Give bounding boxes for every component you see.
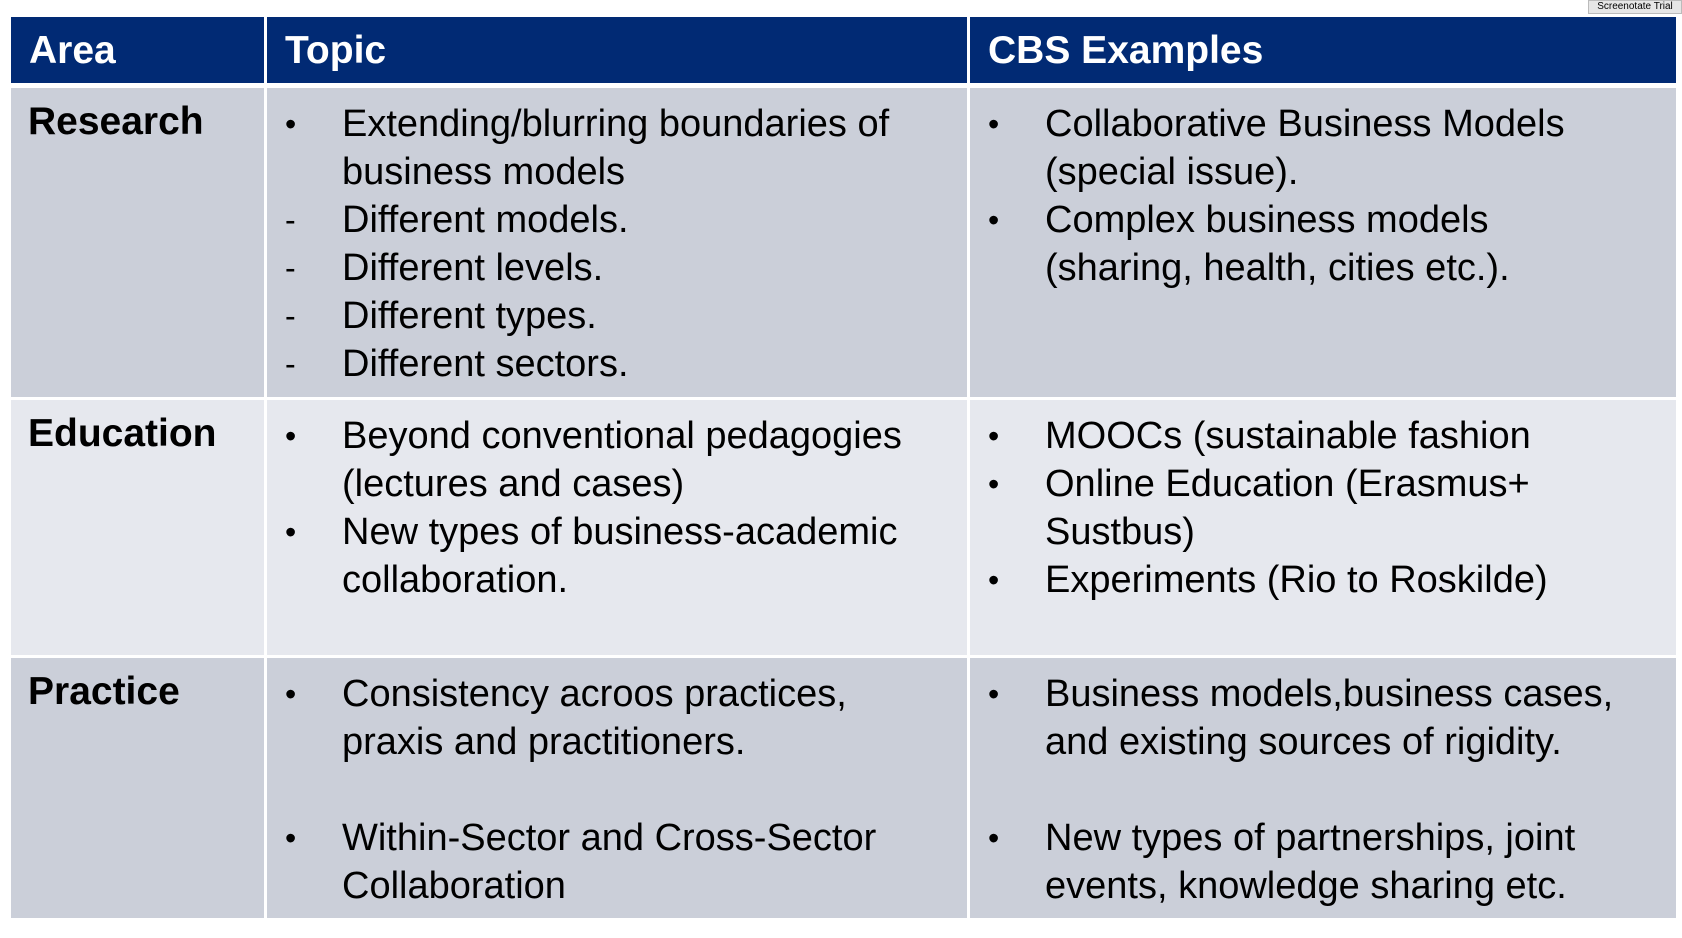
- bullet-marker: •: [285, 106, 297, 142]
- trial-watermark: Screenotate Trial: [1588, 0, 1682, 14]
- bullet-marker: •: [988, 106, 1000, 142]
- row-practice-area: Practice: [11, 655, 264, 918]
- list-item: • Consistency acroos practices, praxis an…: [267, 670, 967, 766]
- list-item: • Collaborative Business Models (special …: [970, 100, 1676, 196]
- examples-list: • MOOCs (sustainable fashion • Online Educ…: [970, 400, 1676, 604]
- row-education-examples: • MOOCs (sustainable fashion • Online Educ…: [970, 397, 1676, 655]
- topic-list: • Extending/blurring boundaries of busine…: [267, 88, 967, 388]
- row-practice-examples: • Business models,business cases, and exi…: [970, 655, 1676, 918]
- row-education-area: Education: [11, 397, 264, 655]
- list-item-text: Complex business models (sharing, health…: [1045, 199, 1510, 289]
- row-research-topic: • Extending/blurring boundaries of busine…: [267, 88, 967, 397]
- dash-marker: -: [285, 202, 296, 238]
- bullet-marker: •: [988, 202, 1000, 238]
- examples-list: • Collaborative Business Models (special …: [970, 88, 1676, 292]
- list-item-text: New types of business-academic collabora…: [342, 511, 898, 601]
- list-item: • Experiments (Rio to Roskilde): [970, 556, 1676, 604]
- row-practice-topic: • Consistency acroos practices, praxis an…: [267, 655, 967, 918]
- bullet-marker: •: [285, 676, 297, 712]
- list-item-text: Different models.: [342, 199, 629, 241]
- list-item-text: Extending/blurring boundaries of busines…: [342, 103, 890, 193]
- dash-marker: -: [285, 250, 296, 286]
- list-item: • Online Education (Erasmus+ Sustbus): [970, 460, 1676, 556]
- topic-list: • Consistency acroos practices, praxis an…: [267, 658, 967, 910]
- bullet-marker: •: [988, 676, 1000, 712]
- list-item-text: Consistency acroos practices, praxis and…: [342, 673, 847, 763]
- list-item: • Within-Sector and Cross-Sector Collabor…: [267, 814, 967, 910]
- list-item: - Different levels.: [267, 244, 967, 292]
- row-research-examples: • Collaborative Business Models (special …: [970, 88, 1676, 397]
- list-item-text: Within-Sector and Cross-Sector Collabora…: [342, 817, 877, 907]
- list-item: • New types of partnerships, joint events…: [970, 814, 1676, 910]
- bullet-marker: •: [988, 562, 1000, 598]
- bullet-marker: •: [988, 820, 1000, 856]
- area-label: Education: [28, 412, 217, 455]
- list-item-text: New types of partnerships, joint events,…: [1045, 817, 1576, 907]
- topic-list: • Beyond conventional pedagogies (lecture…: [267, 400, 967, 604]
- list-item-text: Online Education (Erasmus+ Sustbus): [1045, 463, 1530, 553]
- list-item: • New types of business-academic collabor…: [267, 508, 967, 604]
- cbs-table: Area Topic CBS Examples Research • Extend…: [11, 17, 1676, 918]
- area-label: Research: [28, 100, 204, 143]
- bullet-marker: •: [285, 418, 297, 454]
- examples-list: • Business models,business cases, and exi…: [970, 658, 1676, 910]
- list-item: • Beyond conventional pedagogies (lecture…: [267, 412, 967, 508]
- list-item-text: Different sectors.: [342, 343, 629, 385]
- list-item-text: Collaborative Business Models (special i…: [1045, 103, 1565, 193]
- header-topic: Topic: [267, 17, 967, 88]
- list-item-text: Experiments (Rio to Roskilde): [1045, 559, 1548, 601]
- list-item: - Different models.: [267, 196, 967, 244]
- list-item: • Business models,business cases, and exi…: [970, 670, 1676, 766]
- list-item: • Complex business models (sharing, healt…: [970, 196, 1676, 292]
- list-item-text: Different types.: [342, 295, 597, 337]
- list-item-text: Beyond conventional pedagogies (lectures…: [342, 415, 902, 505]
- dash-marker: -: [285, 346, 296, 382]
- bullet-marker: •: [285, 820, 297, 856]
- row-education-topic: • Beyond conventional pedagogies (lecture…: [267, 397, 967, 655]
- area-label: Practice: [28, 670, 180, 713]
- list-item: • MOOCs (sustainable fashion: [970, 412, 1676, 460]
- header-cbs-examples: CBS Examples: [970, 17, 1676, 88]
- dash-marker: -: [285, 298, 296, 334]
- list-item: - Different types.: [267, 292, 967, 340]
- bullet-marker: •: [285, 514, 297, 550]
- list-item: - Different sectors.: [267, 340, 967, 388]
- list-item-text: Business models,business cases, and exis…: [1045, 673, 1614, 763]
- list-item-text: Different levels.: [342, 247, 604, 289]
- bullet-marker: •: [988, 418, 1000, 454]
- row-research-area: Research: [11, 88, 264, 397]
- bullet-marker: •: [988, 466, 1000, 502]
- list-item-text: MOOCs (sustainable fashion: [1045, 415, 1531, 457]
- header-area: Area: [11, 17, 264, 88]
- list-item: • Extending/blurring boundaries of busine…: [267, 100, 967, 196]
